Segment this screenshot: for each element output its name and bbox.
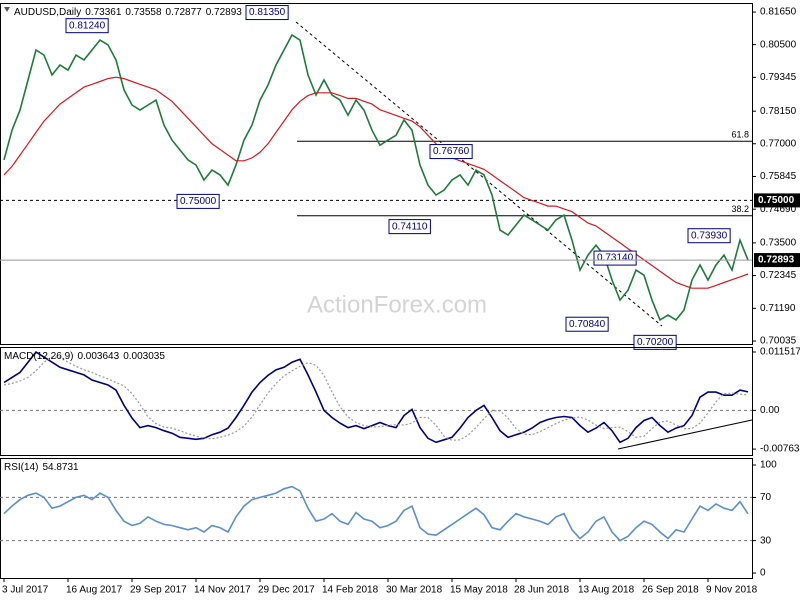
trend-line [295, 21, 663, 327]
annotation-label: 0.81350 [249, 7, 286, 18]
header-value: 54.8731 [42, 462, 79, 473]
y-tick-label: 70 [760, 492, 772, 503]
annotation: 0.73930 [687, 228, 731, 244]
y-tick-label: 0.71190 [760, 303, 796, 314]
y-tick-label: 0.00 [760, 405, 780, 416]
annotation: 0.70200 [633, 334, 677, 350]
annotation: 0.76760 [429, 144, 473, 160]
x-tick-label: 29 Sep 2017 [130, 585, 187, 596]
header-value: 0.73361 [85, 7, 122, 18]
series-line [3, 76, 749, 289]
collapse-icon [4, 7, 10, 12]
annotation: 0.81240 [65, 18, 109, 34]
x-tick-label: 15 May 2018 [450, 585, 508, 596]
trend-line [617, 419, 753, 450]
x-tick-label: 13 Aug 2018 [578, 585, 635, 596]
panel-header: AUDUSD,Daily 0.73361 0.73558 0.72877 0.72893 [14, 7, 242, 18]
annotation-box [65, 18, 109, 34]
x-tick-label: 9 Nov 2018 [706, 585, 758, 596]
header-value: 0.72877 [166, 7, 203, 18]
annotation-label: 0.74110 [392, 221, 428, 232]
header-title: RSI(14) [4, 462, 38, 473]
series-line [3, 33, 749, 322]
panel-frame [0, 347, 753, 456]
annotation-label: 0.70200 [637, 337, 674, 348]
annotation-label: 0.73930 [691, 230, 728, 241]
annotation: 0.74110 [388, 219, 431, 235]
y-tick-label: 0 [760, 568, 766, 579]
y-tick-label: 0.79345 [760, 72, 797, 83]
annotation: 0.75000 [176, 193, 220, 209]
series-line [3, 485, 749, 542]
y-tick-label: 100 [760, 460, 777, 471]
header-title: MACD(12,26,9) [4, 351, 73, 362]
x-tick-label: 29 Dec 2017 [258, 585, 315, 596]
y-tick-label: 0.73500 [760, 238, 797, 249]
annotation-box [687, 228, 731, 244]
header-value: 0.003035 [123, 351, 165, 362]
annotation-box [593, 250, 637, 266]
annotation-box [633, 334, 677, 350]
header-title: AUDUSD,Daily [14, 7, 81, 18]
annotation-label: 0.75000 [180, 196, 217, 207]
y-tick-label: 0.74690 [760, 204, 797, 215]
x-tick-label: 26 Sep 2018 [642, 585, 699, 596]
annotation-box [245, 5, 289, 21]
annotation: 0.73140 [593, 250, 637, 266]
series-line [3, 356, 749, 441]
annotation-label: 0.81240 [69, 20, 106, 31]
price-box [754, 193, 800, 208]
header-value: 0.72893 [206, 7, 243, 18]
y-tick-label: 0.72345 [760, 270, 797, 281]
annotation: 0.81350 [245, 5, 289, 21]
panel-header: RSI(14) 54.8731 [4, 462, 79, 473]
series-line [3, 351, 749, 444]
annotation-box [388, 219, 431, 235]
y-tick-label: 30 [760, 535, 772, 546]
x-tick-label: 16 Aug 2017 [66, 585, 123, 596]
y-tick-label: 0.77000 [760, 138, 797, 149]
x-tick-label: 14 Feb 2018 [322, 585, 379, 596]
annotation-box [176, 193, 220, 209]
annotation-box [429, 144, 473, 160]
annotation-box [565, 316, 609, 332]
x-tick-label: 30 Mar 2018 [386, 585, 443, 596]
y-tick-label: 0.70035 [760, 336, 797, 347]
y-tick-label: 0.011517 [760, 347, 800, 358]
price-box-label: 0.72893 [758, 255, 795, 266]
y-tick-label: 0.81650 [760, 7, 797, 18]
panel-frame [0, 3, 753, 345]
y-tick-label: -0.007634 [760, 444, 800, 455]
fib-label: 38.2 [731, 204, 749, 214]
price-box-label: 0.75000 [758, 195, 795, 206]
y-tick-label: 0.80500 [760, 39, 797, 50]
annotation-label: 0.73140 [597, 253, 634, 264]
x-tick-label: 14 Nov 2017 [194, 585, 251, 596]
watermark: ActionForex.com [307, 291, 487, 318]
header-value: 0.003643 [77, 351, 119, 362]
fib-label: 61.8 [731, 130, 749, 140]
annotation-label: 0.76760 [433, 146, 470, 157]
panel-frame [0, 458, 753, 579]
annotation-label: 0.70840 [569, 319, 606, 330]
x-tick-label: 3 Jul 2017 [2, 585, 49, 596]
panel-header: MACD(12,26,9) 0.003643 0.003035 [4, 351, 165, 362]
y-tick-label: 0.78150 [760, 106, 797, 117]
price-box [754, 253, 800, 268]
x-tick-label: 28 Jun 2018 [514, 585, 569, 596]
header-value: 0.73558 [125, 7, 162, 18]
y-tick-label: 0.75845 [760, 171, 797, 182]
annotation: 0.70840 [565, 316, 609, 332]
